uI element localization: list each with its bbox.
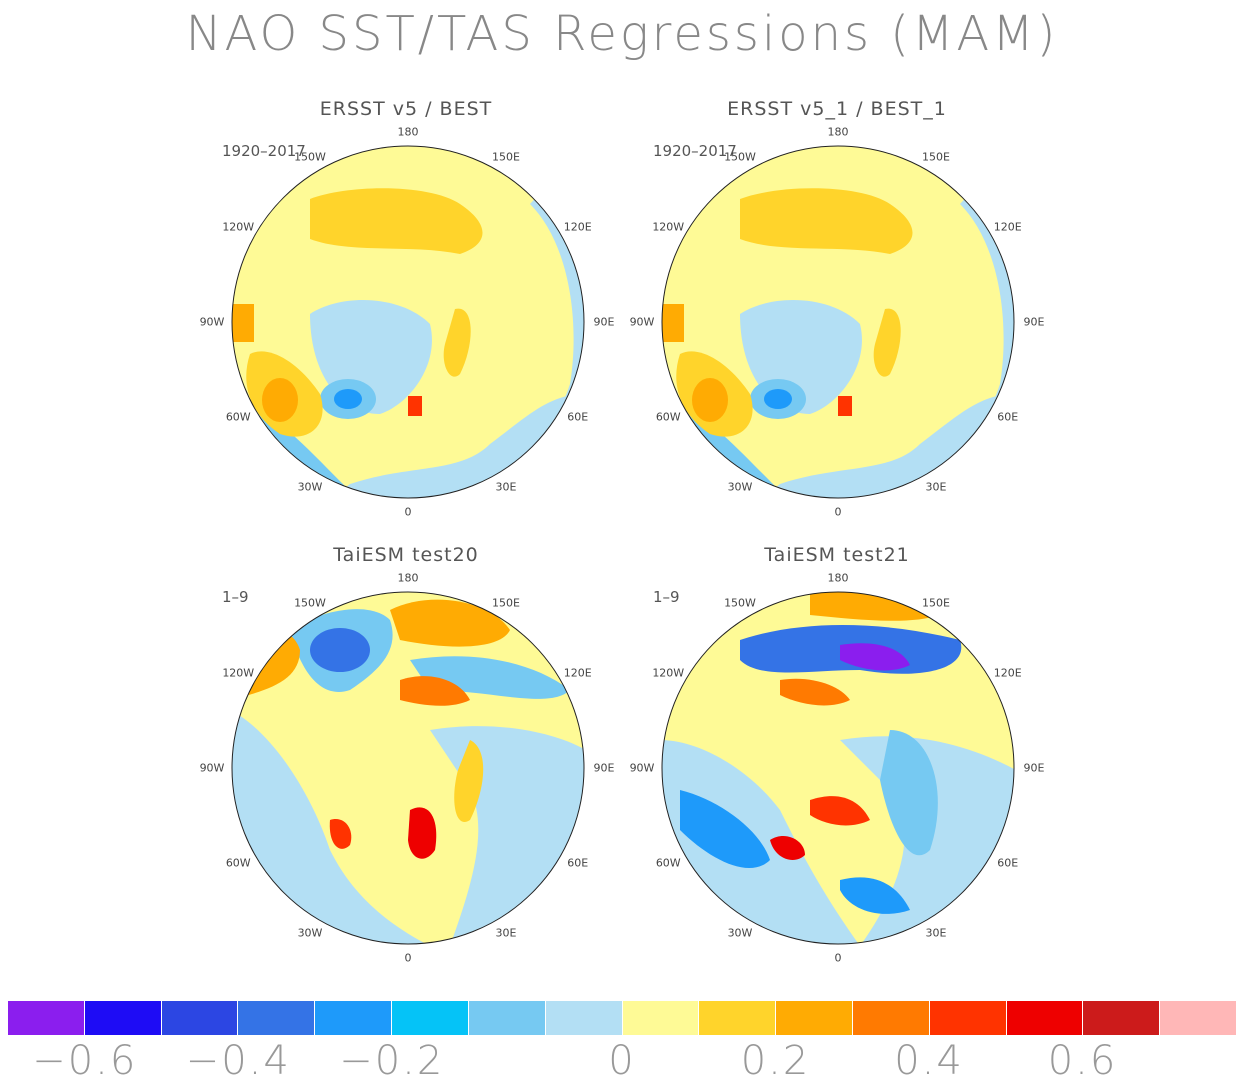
colorbar-tick-label: −0.4 xyxy=(185,1038,291,1084)
panel-ersst-v5-1: ERSST v5_1 / BEST_1 1920–2017 xyxy=(627,98,1047,538)
longitude-label: 60E xyxy=(567,856,589,870)
longitude-label: 180 xyxy=(397,571,419,585)
longitude-label: 90E xyxy=(593,315,615,329)
colorbar-tick-label: 0.6 xyxy=(1047,1038,1118,1084)
longitude-label: 150W xyxy=(724,596,756,610)
longitude-label: 30W xyxy=(727,480,753,494)
longitude-label: 150E xyxy=(922,596,950,610)
colorbar-swatch xyxy=(84,1001,162,1035)
longitude-label: 30W xyxy=(297,480,323,494)
longitude-label: 150E xyxy=(492,596,520,610)
map-disc-ersst-v5 xyxy=(231,145,585,499)
longitude-label: 30E xyxy=(925,926,947,940)
longitude-label: 30E xyxy=(925,480,947,494)
panel-taiesm-test20: TaiESM test20 1–9 xyxy=(196,544,616,984)
colorbar-swatch xyxy=(161,1001,239,1035)
period-label: 1920–2017 xyxy=(222,142,306,160)
longitude-label: 0 xyxy=(834,951,842,965)
longitude-label: 60W xyxy=(225,856,251,870)
panel-ersst-v5: ERSST v5 / BEST 1920–2017 xyxy=(196,98,616,538)
longitude-label: 90E xyxy=(593,761,615,775)
longitude-label: 90W xyxy=(199,315,225,329)
colorbar-swatch xyxy=(468,1001,546,1035)
period-label: 1920–2017 xyxy=(653,142,737,160)
longitude-label: 0 xyxy=(404,505,412,519)
longitude-label: 150W xyxy=(294,150,326,164)
longitude-label: 120W xyxy=(222,220,255,234)
longitude-label: 60W xyxy=(225,410,251,424)
longitude-label: 30E xyxy=(495,480,517,494)
longitude-label: 60E xyxy=(567,410,589,424)
longitude-label: 120W xyxy=(222,666,255,680)
longitude-label: 180 xyxy=(827,571,849,585)
longitude-label: 0 xyxy=(834,505,842,519)
longitude-label: 60W xyxy=(655,856,681,870)
longitude-label: 120E xyxy=(993,220,1022,234)
colorbar-tick-label: 0 xyxy=(608,1038,636,1084)
longitude-label: 120E xyxy=(993,666,1022,680)
longitude-label: 30W xyxy=(297,926,323,940)
longitude-label: 120W xyxy=(652,666,685,680)
longitude-label: 60E xyxy=(997,856,1019,870)
longitude-label: 120E xyxy=(563,666,592,680)
period-label: 1–9 xyxy=(653,588,680,606)
colorbar-swatch xyxy=(1160,1001,1236,1035)
map-disc-taiesm-test21 xyxy=(661,591,1015,945)
longitude-label: 180 xyxy=(827,125,849,139)
panel-taiesm-test21: TaiESM test21 1–9 xyxy=(627,544,1047,984)
colorbar-tick-label: 0.2 xyxy=(740,1038,811,1084)
colorbar-swatch xyxy=(852,1001,930,1035)
longitude-label: 60E xyxy=(997,410,1019,424)
longitude-label: 90E xyxy=(1023,315,1045,329)
longitude-label: 0 xyxy=(404,951,412,965)
colorbar-swatch xyxy=(315,1001,393,1035)
longitude-label: 120E xyxy=(563,220,592,234)
figure-title: NAO SST/TAS Regressions (MAM) xyxy=(185,6,1059,62)
colorbar-swatch xyxy=(238,1001,316,1035)
longitude-label: 90W xyxy=(629,761,655,775)
panel-title: ERSST v5_1 / BEST_1 xyxy=(727,98,947,120)
colorbar-swatch xyxy=(545,1001,623,1035)
panel-title: TaiESM test20 xyxy=(333,544,479,566)
colorbar-swatch xyxy=(776,1001,853,1035)
map-disc-taiesm-test20 xyxy=(231,591,585,945)
colorbar-swatch xyxy=(392,1001,469,1035)
longitude-label: 90W xyxy=(629,315,655,329)
colorbar-swatch xyxy=(929,1001,1007,1035)
longitude-label: 180 xyxy=(397,125,419,139)
longitude-label: 120W xyxy=(652,220,685,234)
panel-title: ERSST v5 / BEST xyxy=(319,98,493,120)
longitude-label: 30E xyxy=(495,926,517,940)
longitude-label: 150E xyxy=(492,150,520,164)
period-label: 1–9 xyxy=(222,588,249,606)
map-disc-ersst-v5-1 xyxy=(661,145,1015,499)
colorbar xyxy=(8,1001,1236,1035)
colorbar-swatch xyxy=(622,1001,700,1035)
longitude-label: 60W xyxy=(655,410,681,424)
longitude-label: 150W xyxy=(724,150,756,164)
colorbar-swatch xyxy=(1006,1001,1084,1035)
colorbar-swatch xyxy=(8,1001,85,1035)
panel-title: TaiESM test21 xyxy=(764,544,910,566)
longitude-label: 90W xyxy=(199,761,225,775)
longitude-label: 150E xyxy=(922,150,950,164)
colorbar-tick-label: 0.4 xyxy=(894,1038,964,1084)
colorbar-tick-label: −0.2 xyxy=(339,1038,445,1084)
longitude-label: 90E xyxy=(1023,761,1045,775)
longitude-label: 150W xyxy=(294,596,326,610)
colorbar-tick-label: −0.6 xyxy=(32,1038,138,1084)
colorbar-swatch xyxy=(1083,1001,1161,1035)
longitude-label: 30W xyxy=(727,926,753,940)
colorbar-swatch xyxy=(699,1001,777,1035)
